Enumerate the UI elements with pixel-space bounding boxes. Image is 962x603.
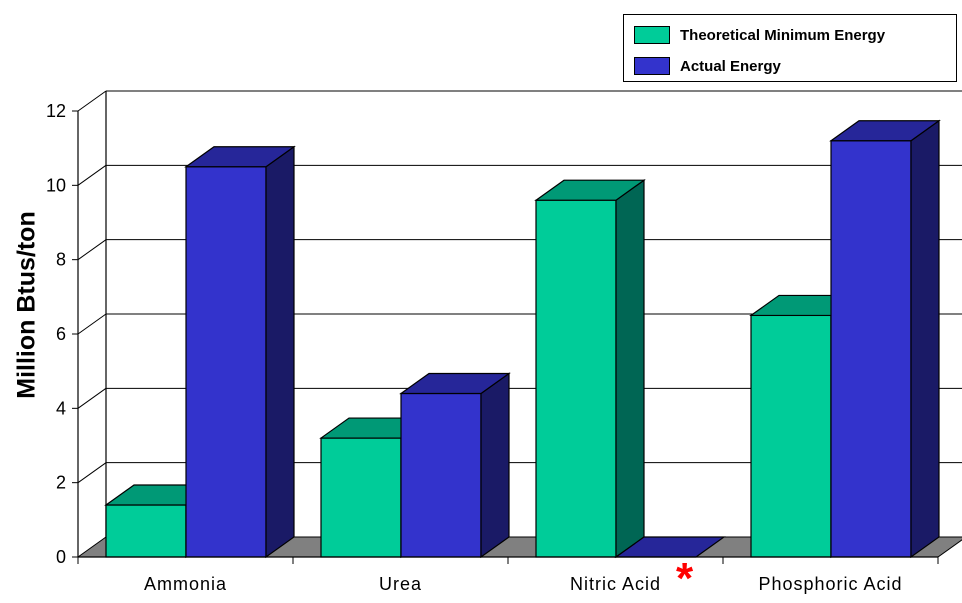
legend-label-actual: Actual Energy: [680, 57, 781, 75]
bar-top: [829, 120, 941, 142]
gridline-side: [77, 313, 107, 335]
y-tick-label: 2: [56, 473, 66, 493]
gridline-side: [77, 90, 107, 112]
bar-side: [615, 179, 645, 559]
legend-item-actual: Actual Energy: [634, 55, 781, 77]
y-tick-label: 4: [56, 398, 66, 418]
gridline-side: [77, 462, 107, 484]
x-tick-label: Ammonia: [144, 574, 227, 594]
bar-top: [399, 372, 511, 395]
bar-front: [535, 199, 617, 558]
bar-front: [105, 504, 187, 558]
bar-top: [184, 146, 296, 168]
bar-front: [320, 437, 402, 558]
gridline-side: [77, 387, 107, 409]
gridline-side: [77, 239, 107, 261]
x-tick-label: Urea: [379, 574, 422, 594]
x-axis: Ammonia Urea Nitric Acid Phosphoric Acid: [77, 556, 939, 594]
bar-side: [480, 372, 510, 559]
y-tick-label: 8: [56, 250, 66, 270]
gridline-side: [77, 164, 107, 186]
bar-actual-urea: [399, 372, 511, 559]
nitric-acid-asterisk: *: [676, 554, 694, 603]
legend-swatch-theoretical: [634, 26, 670, 44]
bars: [104, 119, 941, 559]
bar-front: [830, 140, 912, 558]
bar-front: [185, 166, 267, 558]
bar-side: [265, 145, 295, 559]
bar-front: [400, 392, 482, 558]
legend-swatch-actual: [634, 57, 670, 75]
legend-item-theoretical: Theoretical Minimum Energy: [634, 24, 885, 46]
legend: Theoretical Minimum Energy Actual Energy: [623, 14, 957, 82]
x-tick-label: Phosphoric Acid: [758, 574, 902, 594]
bar-actual-ammonia: [184, 145, 296, 559]
bar-top: [534, 179, 646, 201]
y-tick-label: 0: [56, 547, 66, 567]
y-tick-label: 10: [46, 175, 66, 195]
y-axis-label: Million Btus/ton: [12, 211, 41, 399]
bar-actual-phosphoric-acid: [829, 119, 941, 559]
bar-side: [910, 119, 940, 559]
y-tick-label: 6: [56, 324, 66, 344]
x-tick-label: Nitric Acid: [570, 574, 661, 594]
bar-theoretical-nitric-acid: [534, 179, 646, 559]
y-tick-label: 12: [46, 101, 66, 121]
legend-label-theoretical: Theoretical Minimum Energy: [680, 26, 886, 44]
bar-front: [750, 314, 832, 558]
y-axis: 0 2 4 6 8 10 12: [46, 101, 78, 567]
